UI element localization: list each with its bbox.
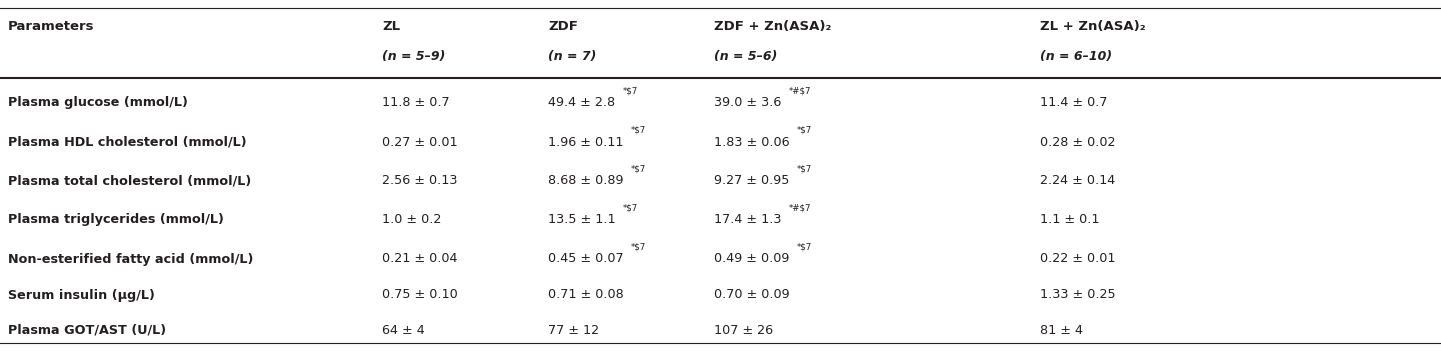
Text: Serum insulin (µg/L): Serum insulin (µg/L): [9, 289, 154, 302]
Text: 9.27 ± 0.95: 9.27 ± 0.95: [713, 174, 790, 187]
Text: 0.49 ± 0.09: 0.49 ± 0.09: [713, 252, 790, 265]
Text: 8.68 ± 0.89: 8.68 ± 0.89: [548, 174, 624, 187]
Text: 0.28 ± 0.02: 0.28 ± 0.02: [1040, 135, 1115, 148]
Text: 1.96 ± 0.11: 1.96 ± 0.11: [548, 135, 624, 148]
Text: ZDF: ZDF: [548, 20, 578, 33]
Text: *$7: *$7: [623, 86, 638, 95]
Text: *#$7: *#$7: [788, 86, 811, 95]
Text: 1.33 ± 0.25: 1.33 ± 0.25: [1040, 289, 1115, 302]
Text: *$7: *$7: [797, 164, 811, 173]
Text: Plasma glucose (mmol/L): Plasma glucose (mmol/L): [9, 97, 187, 110]
Text: 11.4 ± 0.7: 11.4 ± 0.7: [1040, 97, 1108, 110]
Text: (n = 6–10): (n = 6–10): [1040, 50, 1112, 63]
Text: *#$7: *#$7: [788, 203, 811, 212]
Text: 0.75 ± 0.10: 0.75 ± 0.10: [382, 289, 458, 302]
Text: Plasma HDL cholesterol (mmol/L): Plasma HDL cholesterol (mmol/L): [9, 135, 246, 148]
Text: 0.70 ± 0.09: 0.70 ± 0.09: [713, 289, 790, 302]
Text: 17.4 ± 1.3: 17.4 ± 1.3: [713, 213, 781, 226]
Text: 1.1 ± 0.1: 1.1 ± 0.1: [1040, 213, 1099, 226]
Text: (n = 5–9): (n = 5–9): [382, 50, 445, 63]
Text: Plasma triglycerides (mmol/L): Plasma triglycerides (mmol/L): [9, 213, 223, 226]
Text: Plasma GOT/AST (U/L): Plasma GOT/AST (U/L): [9, 324, 166, 337]
Text: 13.5 ± 1.1: 13.5 ± 1.1: [548, 213, 615, 226]
Text: 11.8 ± 0.7: 11.8 ± 0.7: [382, 97, 450, 110]
Text: 0.21 ± 0.04: 0.21 ± 0.04: [382, 252, 457, 265]
Text: 0.71 ± 0.08: 0.71 ± 0.08: [548, 289, 624, 302]
Text: *$7: *$7: [630, 242, 646, 251]
Text: 2.24 ± 0.14: 2.24 ± 0.14: [1040, 174, 1115, 187]
Text: ZL + Zn(ASA)₂: ZL + Zn(ASA)₂: [1040, 20, 1146, 33]
Text: 107 ± 26: 107 ± 26: [713, 324, 774, 337]
Text: Parameters: Parameters: [9, 20, 95, 33]
Text: ZDF + Zn(ASA)₂: ZDF + Zn(ASA)₂: [713, 20, 831, 33]
Text: 0.45 ± 0.07: 0.45 ± 0.07: [548, 252, 624, 265]
Text: *$7: *$7: [630, 125, 646, 134]
Text: *$7: *$7: [630, 164, 646, 173]
Text: *$7: *$7: [797, 242, 811, 251]
Text: 64 ± 4: 64 ± 4: [382, 324, 425, 337]
Text: *$7: *$7: [623, 203, 638, 212]
Text: 49.4 ± 2.8: 49.4 ± 2.8: [548, 97, 615, 110]
Text: ZL: ZL: [382, 20, 401, 33]
Text: 77 ± 12: 77 ± 12: [548, 324, 599, 337]
Text: (n = 7): (n = 7): [548, 50, 597, 63]
Text: 2.56 ± 0.13: 2.56 ± 0.13: [382, 174, 457, 187]
Text: 39.0 ± 3.6: 39.0 ± 3.6: [713, 97, 781, 110]
Text: 0.22 ± 0.01: 0.22 ± 0.01: [1040, 252, 1115, 265]
Text: (n = 5–6): (n = 5–6): [713, 50, 777, 63]
Text: 0.27 ± 0.01: 0.27 ± 0.01: [382, 135, 458, 148]
Text: 1.0 ± 0.2: 1.0 ± 0.2: [382, 213, 441, 226]
Text: 81 ± 4: 81 ± 4: [1040, 324, 1084, 337]
Text: Plasma total cholesterol (mmol/L): Plasma total cholesterol (mmol/L): [9, 174, 251, 187]
Text: Non-esterified fatty acid (mmol/L): Non-esterified fatty acid (mmol/L): [9, 252, 254, 265]
Text: 1.83 ± 0.06: 1.83 ± 0.06: [713, 135, 790, 148]
Text: *$7: *$7: [797, 125, 811, 134]
